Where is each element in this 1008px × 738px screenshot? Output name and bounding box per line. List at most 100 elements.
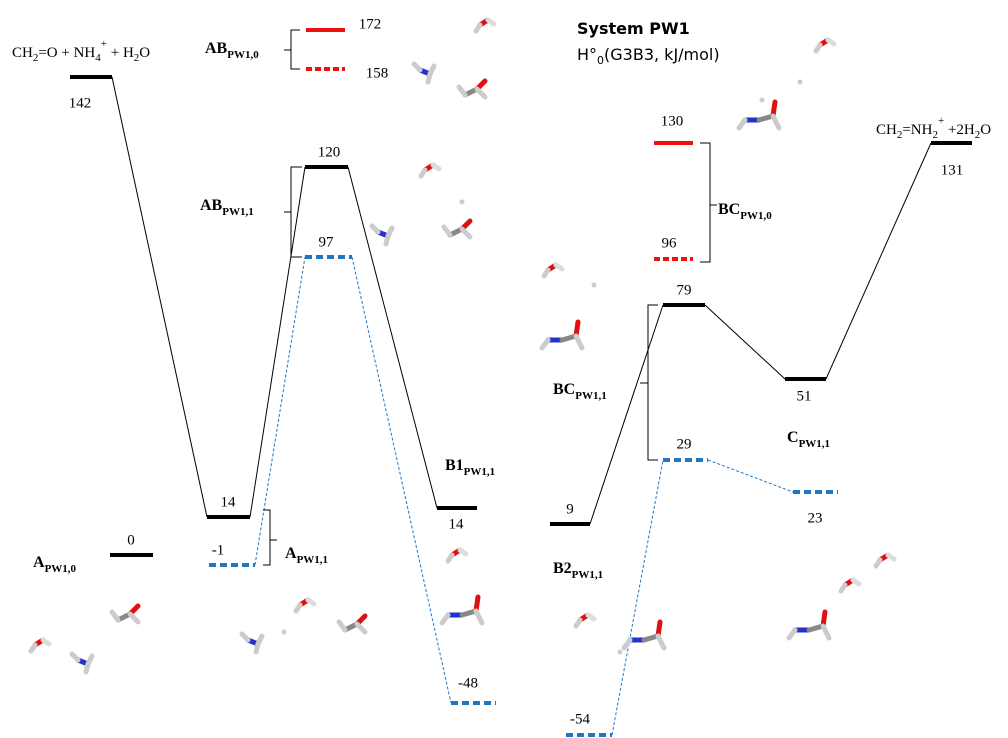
formula: H°0​(G3B3, kJ/mol) [577,45,720,67]
energy-value: 79 [677,282,692,298]
energy-value: 96 [662,235,678,251]
state-main: A [285,545,297,562]
text-part: =O + NH [38,45,95,61]
path-line [111,76,208,518]
state-sub: PW1,1 [222,206,253,218]
state-sub: PW1,0 [227,49,259,61]
state-sub: PW1,0 [740,210,772,222]
bond [369,223,381,235]
state-main: AB [200,197,223,214]
path-line [611,459,664,736]
state-sub: PW1,1 [575,390,606,402]
brackets [263,29,717,566]
state-main: B1 [445,457,464,474]
bond [441,224,453,238]
state-label: ABPW1,1 [200,197,254,218]
bond [445,552,455,564]
bond [239,631,251,643]
bond [83,661,91,675]
state-label: ABPW1,0 [205,40,259,61]
state-main: B2 [553,560,572,577]
bond [539,337,551,351]
formula: CH2​=NH2​+​ +2H2​O [876,115,991,141]
bond [485,17,497,27]
energy-value: 9 [566,501,574,517]
text-part: 4 [95,52,101,64]
bond [585,612,597,622]
energy-value: -54 [570,711,590,727]
text-part: + H [107,45,134,61]
energy-value: 51 [797,388,812,404]
bond [786,627,798,641]
energy-value: 23 [808,510,823,526]
text-part: CH [876,122,897,138]
bracket [700,142,717,263]
path-line [351,256,452,704]
bond [459,226,473,240]
path-line [704,304,786,380]
text-part: +2H [944,122,975,138]
state-main: AB [205,40,228,57]
state-label: APW1,1 [285,545,328,566]
state-sub: PW1,0 [45,563,77,575]
path-line [347,166,438,509]
state-label: APW1,0 [33,554,77,575]
state-sub: PW1,1 [799,438,830,450]
atom [759,97,765,103]
state-label: BCPW1,0 [718,201,772,222]
text-part: 2 [33,52,39,64]
text-part: H° [577,45,597,64]
atom [797,79,803,85]
path-line [825,142,932,380]
text-part: + [101,38,107,50]
bond [69,651,81,663]
text-part: =NH [902,122,932,138]
bracket [284,29,300,70]
state-main: C [787,429,799,446]
atom [281,629,287,635]
atom [617,649,623,655]
bond [621,637,633,651]
energy-value: 14 [221,494,237,510]
bracket [263,509,277,566]
title: System PW1 [577,19,690,38]
connectors [111,76,932,736]
energy-value: -48 [458,675,478,691]
text-part: O [980,122,991,138]
bond [457,547,469,557]
bond [354,621,368,635]
bond [813,42,823,54]
state-label: CPW1,1 [787,429,830,450]
bond [40,637,52,647]
state-sub: PW1,1 [464,466,495,478]
bond [770,113,782,131]
bond [873,557,883,569]
state-main: BC [553,381,575,398]
bond [439,612,451,626]
bond [850,577,862,587]
bond [293,602,303,614]
energy-value: 172 [359,16,382,32]
bond [411,61,423,73]
bond [655,633,667,651]
bond [820,623,832,641]
text-part: 0 [597,54,604,67]
state-sub: PW1,1 [297,554,328,566]
state-sub: PW1,1 [572,569,603,581]
bracket [640,304,658,461]
formula: CH2​=O + NH4​+​ + H2​O [12,38,150,64]
text-part: 2 [134,52,140,64]
state-label: B1PW1,1 [445,457,495,478]
energy-value: -1 [212,542,225,558]
text-part: + [938,115,944,127]
bond [473,608,485,626]
bond [109,609,121,623]
bond [127,611,141,625]
atom [459,199,465,205]
text-part: (G3B3, kJ/mol) [604,45,720,64]
state-label: B2PW1,1 [553,560,603,581]
text-part: 2 [932,129,938,141]
text-part: 2 [975,129,981,141]
bond [553,262,565,272]
